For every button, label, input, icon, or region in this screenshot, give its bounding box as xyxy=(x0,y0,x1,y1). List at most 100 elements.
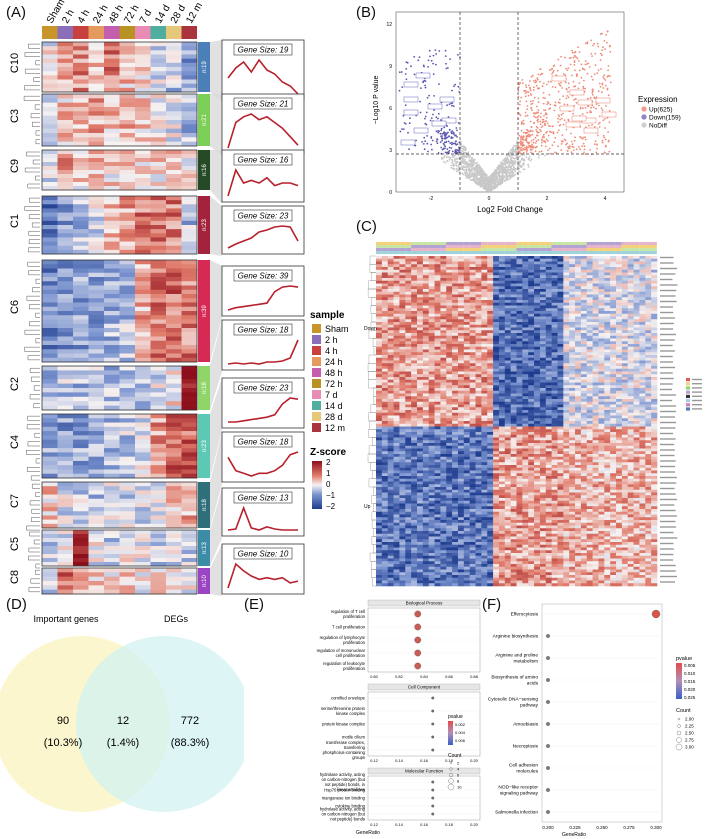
go-term-label: cornified envelope xyxy=(331,696,366,701)
cluster-trend-line xyxy=(228,397,299,423)
cluster-connector xyxy=(210,432,222,528)
panel-label-f: (F) xyxy=(482,596,502,613)
go-term-label: transferase complex, transferring phosphor… xyxy=(323,740,366,760)
kegg-dot xyxy=(546,634,550,638)
gene-size-label: Gene Size: 23 xyxy=(238,384,289,393)
go-xtick: 0.20 xyxy=(470,758,479,763)
heatmap-cluster-block xyxy=(41,481,198,529)
svg-text:Down(159): Down(159) xyxy=(649,115,681,122)
panel-label-b: (B) xyxy=(356,4,376,21)
kegg-term-label: Arginine and proline metabolism xyxy=(495,653,538,665)
kegg-term-label: Cell adhesion molecules xyxy=(509,763,539,775)
row-group-down: Down xyxy=(364,326,377,332)
heatmap-cluster-block xyxy=(41,93,198,147)
cluster-n-label: n:23 xyxy=(202,440,208,452)
go-xtick: 0.18 xyxy=(445,822,454,827)
svg-text:7 d: 7 d xyxy=(325,390,338,400)
sample-header-label: 4 h xyxy=(76,8,92,26)
sample-color-cell xyxy=(181,26,197,39)
row-dendrogram xyxy=(23,95,40,145)
volcano-xtick: -2 xyxy=(429,196,434,202)
kegg-xtick: 0.225 xyxy=(569,825,581,830)
cluster-color-bar xyxy=(198,482,210,528)
kegg-dot xyxy=(546,788,550,792)
zscore-tick-label: 2 xyxy=(326,458,331,467)
heatmap-cluster-block xyxy=(41,529,198,567)
kegg-term-label: Cytosolic DNA−sensing pathway xyxy=(488,697,539,709)
venn-degs-circle xyxy=(76,636,244,812)
go-pvalue-tick: 0.004 xyxy=(455,730,466,735)
go-term-label: T cell proliferation xyxy=(332,625,366,630)
sample-legend-item: 28 d xyxy=(312,412,343,422)
go-dot xyxy=(414,649,422,657)
svg-text:28 d: 28 d xyxy=(325,412,343,422)
go-term-label: regulation of leukocyte proliferation xyxy=(323,661,366,671)
kegg-legend-count-title: Count xyxy=(676,708,691,714)
volcano-ytick: 0 xyxy=(389,190,392,196)
kegg-xtick: 0.200 xyxy=(542,825,554,830)
go-dot xyxy=(431,748,435,752)
zscore-tick-label: −1 xyxy=(326,491,336,500)
kegg-xtick: 0.250 xyxy=(596,825,608,830)
row-dendrogram xyxy=(24,151,40,189)
venn-right-pct: (88.3%) xyxy=(171,737,210,749)
gene-size-label: Gene Size: 18 xyxy=(238,326,289,335)
cluster-trend-box: Gene Size: 23 xyxy=(221,205,305,255)
kegg-dot xyxy=(546,656,550,660)
cluster-connector xyxy=(210,320,222,410)
cluster-connector xyxy=(210,488,222,566)
go-term-label: regulation of T cell proliferation xyxy=(331,609,366,619)
gene-size-label: Gene Size: 23 xyxy=(238,212,289,221)
kegg-enrichment-panel: Efferocytosis Arginine biosynthesis Argini… xyxy=(488,603,696,838)
row-dendrogram xyxy=(28,569,40,593)
sample-color-cell xyxy=(88,26,104,39)
sample-header-label: 28 d xyxy=(169,3,188,25)
go-pvalue-tick: 0.006 xyxy=(455,738,466,743)
gene-size-label: Gene Size: 16 xyxy=(238,156,289,165)
go-xlabel: GeneRatio xyxy=(356,830,380,836)
cluster-name-label: C2 xyxy=(9,377,21,391)
cluster-name-label: C9 xyxy=(9,159,21,173)
go-xtick: 0.84 xyxy=(420,674,429,679)
go-term-label: manganese ion binding xyxy=(322,796,366,801)
heatmap-cluster-block xyxy=(41,259,198,363)
sample-legend-item: 12 m xyxy=(312,423,345,433)
panel-label-d: (D) xyxy=(6,596,27,613)
go-xtick: 0.18 xyxy=(445,758,454,763)
go-dot xyxy=(414,636,422,644)
cluster-color-bar xyxy=(198,42,210,92)
go-enrichment-panel: Biological Process regulation of T cell pr… xyxy=(317,599,481,836)
kegg-legend-pvalue-title: pvalue xyxy=(676,656,692,662)
row-dendrogram xyxy=(24,197,40,253)
kegg-pvalue-tick: 0.020 xyxy=(684,687,696,692)
volcano-legend-title: Expression xyxy=(638,95,678,104)
kegg-count-tick: 3.00 xyxy=(685,745,694,750)
go-xtick: 0.82 xyxy=(395,674,404,679)
go-dot xyxy=(431,735,435,739)
kegg-dot xyxy=(546,810,550,814)
sample-color-cell xyxy=(73,26,89,39)
go-dot xyxy=(431,812,435,816)
go-xtick: 0.14 xyxy=(395,758,404,763)
go-dot xyxy=(431,696,435,700)
sample-color-cell xyxy=(42,26,58,39)
kegg-term-label: Biosynthesis of amino acids xyxy=(491,675,538,687)
heatmap-cluster-block xyxy=(41,413,198,479)
cluster-n-label: n:16 xyxy=(202,164,208,176)
volcano-ytick: 12 xyxy=(386,22,392,28)
cluster-n-label: n:18 xyxy=(202,382,208,394)
kegg-dot xyxy=(546,700,550,704)
sample-color-cell xyxy=(135,26,151,39)
sample-legend-title: sample xyxy=(310,310,345,321)
kegg-dot xyxy=(546,678,550,682)
cluster-trend-line xyxy=(227,58,299,95)
cluster-connector xyxy=(210,260,222,362)
venn-left-title: Important genes xyxy=(33,614,99,624)
cluster-color-bar xyxy=(198,366,210,410)
go-term-label: Hsp70 protein binding xyxy=(324,788,365,793)
kegg-xlabel: GeneRatio xyxy=(562,832,586,838)
kegg-term-label: Salmonella infection xyxy=(495,810,538,816)
volcano-plot-panel: -2 0 2 4 0 3 6 9 12 −Log10 P value Log2 Fold Cha… xyxy=(373,11,681,214)
cluster-connector xyxy=(210,94,222,156)
go-facet-title: Molecular Function xyxy=(405,769,444,774)
